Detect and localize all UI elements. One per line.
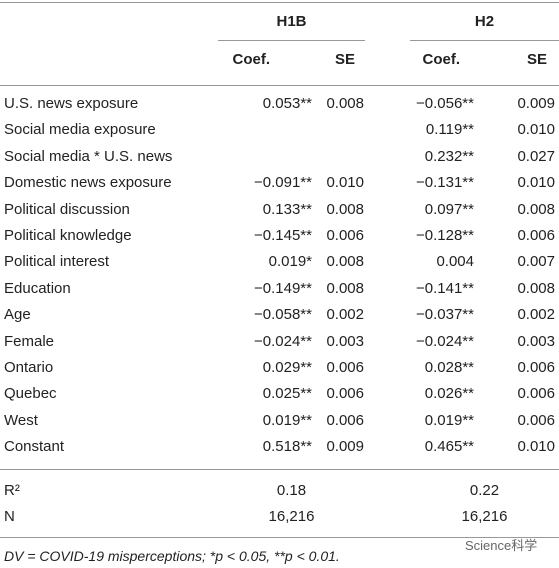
- cell: 0.006: [517, 227, 555, 244]
- cell: 0.006: [326, 385, 364, 403]
- stat-value: 16,216: [461, 508, 508, 525]
- cell: 0.008: [517, 279, 555, 297]
- cell: −0.131**: [416, 174, 474, 192]
- cell: −0.056**: [416, 95, 474, 112]
- row-label: West: [4, 411, 38, 429]
- cell: 0.006: [517, 411, 555, 429]
- cell: 0.028**: [424, 359, 474, 376]
- row-label: Female: [4, 332, 55, 350]
- cell: 0.006: [517, 385, 555, 403]
- row-label: Age: [4, 306, 31, 324]
- rule: [410, 40, 559, 41]
- cell: 0.027: [517, 147, 555, 165]
- row-label: Social media exposure: [4, 121, 156, 139]
- cell: 0.010: [517, 174, 555, 192]
- rule: [0, 2, 559, 3]
- cell: 0.518**: [262, 438, 312, 456]
- cell: 0.003: [326, 332, 364, 350]
- cell: 0.232**: [424, 147, 474, 165]
- rule: [0, 469, 559, 470]
- rule: [218, 40, 365, 41]
- row-label: Constant: [4, 438, 65, 456]
- footnote: DV = COVID-19 misperceptions; *p < 0.05,…: [4, 548, 340, 564]
- row-label: Political interest: [4, 253, 110, 271]
- row-label: Quebec: [4, 385, 57, 403]
- cell: 0.025**: [262, 385, 312, 403]
- cell: 0.008: [326, 253, 364, 271]
- cell: 0.465**: [424, 438, 474, 456]
- column-header: SE: [526, 51, 547, 68]
- cell: −0.145**: [254, 227, 312, 244]
- cell: −0.024**: [254, 332, 312, 350]
- group-header: H2: [474, 13, 495, 30]
- cell: −0.149**: [254, 279, 312, 297]
- cell: 0.097**: [424, 200, 474, 218]
- cell: −0.128**: [416, 227, 474, 244]
- stat-value: 16,216: [268, 508, 315, 525]
- cell: 0.053**: [262, 95, 312, 112]
- cell: 0.002: [326, 306, 364, 324]
- row-label: Social media * U.S. news: [4, 147, 173, 165]
- stat-value: 0.18: [276, 482, 307, 499]
- cell: −0.091**: [254, 174, 312, 192]
- cell: 0.006: [326, 359, 364, 376]
- cell: 0.010: [517, 438, 555, 456]
- cell: 0.019**: [262, 411, 312, 429]
- cell: 0.003: [517, 332, 555, 350]
- row-label: Education: [4, 279, 71, 297]
- cell: 0.008: [326, 200, 364, 218]
- rule: [0, 537, 559, 538]
- row-label: Domestic news exposure: [4, 174, 172, 192]
- cell: 0.029**: [262, 359, 312, 376]
- cell: 0.010: [326, 174, 364, 192]
- group-header: H1B: [276, 13, 307, 30]
- cell: 0.008: [517, 200, 555, 218]
- cell: 0.010: [517, 121, 555, 139]
- column-header: SE: [334, 51, 355, 68]
- cell: 0.008: [326, 279, 364, 297]
- row-label: Political discussion: [4, 200, 130, 218]
- row-label: Ontario: [4, 359, 54, 376]
- stat-label: R²: [4, 482, 20, 499]
- watermark: Science科学: [465, 538, 538, 553]
- cell: 0.004: [436, 253, 474, 271]
- row-label: Political knowledge: [4, 227, 132, 244]
- cell: 0.008: [326, 95, 364, 112]
- stat-value: 0.22: [469, 482, 500, 499]
- cell: 0.006: [517, 359, 555, 376]
- cell: 0.119**: [425, 121, 474, 139]
- cell: 0.026**: [424, 385, 474, 403]
- cell: 0.019**: [424, 411, 474, 429]
- cell: −0.141**: [416, 279, 474, 297]
- rule: [0, 85, 559, 86]
- cell: 0.002: [517, 306, 555, 324]
- cell: 0.006: [326, 227, 364, 244]
- column-header: Coef.: [422, 51, 461, 68]
- cell: 0.019*: [268, 253, 312, 271]
- cell: −0.037**: [416, 306, 474, 324]
- cell: 0.009: [517, 95, 555, 112]
- row-label: U.S. news exposure: [4, 95, 139, 112]
- cell: −0.024**: [416, 332, 474, 350]
- cell: 0.006: [326, 411, 364, 429]
- cell: 0.133**: [262, 200, 312, 218]
- cell: −0.058**: [254, 306, 312, 324]
- cell: 0.009: [326, 438, 364, 456]
- cell: 0.007: [517, 253, 555, 271]
- stat-label: N: [4, 508, 15, 525]
- column-header: Coef.: [232, 51, 271, 68]
